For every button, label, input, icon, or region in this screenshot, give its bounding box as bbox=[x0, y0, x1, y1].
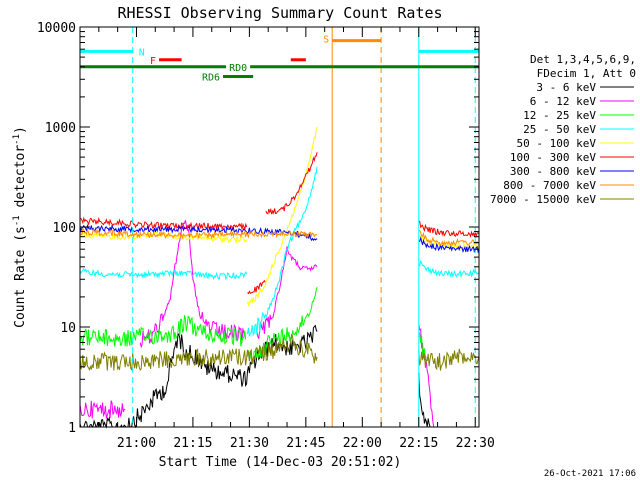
series-segment bbox=[256, 246, 318, 340]
x-tick-label: 22:15 bbox=[399, 436, 438, 451]
x-axis-label: Start Time (14-Dec-03 20:51:02) bbox=[159, 455, 402, 470]
legend-entry-label: 7000 - 15000 keV bbox=[490, 193, 596, 206]
y-tick-label: 1 bbox=[68, 421, 76, 436]
legend-entry-label: 800 - 7000 keV bbox=[503, 179, 596, 192]
y-tick-label: 1000 bbox=[45, 121, 76, 136]
flag-label-f: F bbox=[150, 56, 156, 67]
legend-entry-label: 3 - 6 keV bbox=[536, 81, 596, 94]
footer-timestamp: 26-Oct-2021 17:06 bbox=[544, 469, 636, 479]
series-segment bbox=[247, 279, 266, 295]
series-segment bbox=[79, 333, 318, 372]
x-tick-label: 22:00 bbox=[343, 436, 382, 451]
series-25-50-kev bbox=[79, 166, 480, 337]
chart-title: RHESSI Observing Summary Count Rates bbox=[117, 4, 442, 22]
flag-label-rd0: RD0 bbox=[229, 63, 247, 74]
flag-label-s: S bbox=[323, 35, 329, 46]
series-segment bbox=[418, 331, 427, 361]
flag-label-n: N bbox=[139, 47, 145, 58]
series-100-300-kev bbox=[79, 152, 480, 295]
y-tick-label: 100 bbox=[53, 221, 76, 236]
series-segment bbox=[79, 315, 247, 347]
series-segment bbox=[265, 152, 318, 215]
series-segment bbox=[418, 348, 480, 371]
x-tick-label: 21:30 bbox=[230, 436, 269, 451]
series-segment bbox=[79, 267, 248, 281]
legend-entry-label: 50 - 100 keV bbox=[517, 137, 597, 150]
legend-entry-label: 300 - 800 keV bbox=[510, 165, 596, 178]
series-segment bbox=[418, 259, 480, 279]
series-300-800-kev bbox=[79, 223, 480, 254]
legend-header-detectors: Det 1,3,4,5,6,9, bbox=[530, 53, 636, 66]
x-tick-label: 21:00 bbox=[117, 436, 156, 451]
series-segment bbox=[418, 229, 480, 248]
legend-entry-label: 12 - 25 keV bbox=[523, 109, 596, 122]
x-tick-label: 21:15 bbox=[173, 436, 212, 451]
axes-group: 1 10 100 1000 10000 21:00 21:15 21:30 21:45 22:00… bbox=[37, 21, 495, 451]
series-7000-15000-kev bbox=[79, 333, 480, 372]
y-tick-label: 10000 bbox=[37, 21, 76, 36]
y-tick-label: 10 bbox=[60, 321, 76, 336]
series-segment bbox=[79, 216, 248, 231]
x-tick-label: 22:30 bbox=[456, 436, 495, 451]
series-segment bbox=[139, 220, 246, 349]
series-segment bbox=[418, 220, 480, 238]
y-axis-label: Count Rate (s-1 detector-1) bbox=[12, 126, 28, 328]
series-segment bbox=[418, 372, 431, 428]
legend-header-decimation: FDecim 1, Att 0 bbox=[537, 67, 636, 80]
flag-label-bg bbox=[226, 60, 251, 73]
flag-label-rd6: RD6 bbox=[202, 72, 220, 83]
series-segment bbox=[79, 223, 318, 242]
legend-entry-label: 25 - 50 keV bbox=[523, 123, 596, 136]
series-segment bbox=[79, 227, 318, 240]
series-segment bbox=[79, 400, 126, 419]
series-segment bbox=[247, 166, 318, 337]
data-series-group bbox=[79, 126, 480, 429]
legend-entry-label: 6 - 12 keV bbox=[530, 95, 597, 108]
x-tick-label: 21:45 bbox=[286, 436, 325, 451]
legend-entry-label: 100 - 300 keV bbox=[510, 151, 596, 164]
series-800-7000-kev bbox=[79, 227, 480, 248]
series-segment bbox=[418, 236, 480, 254]
